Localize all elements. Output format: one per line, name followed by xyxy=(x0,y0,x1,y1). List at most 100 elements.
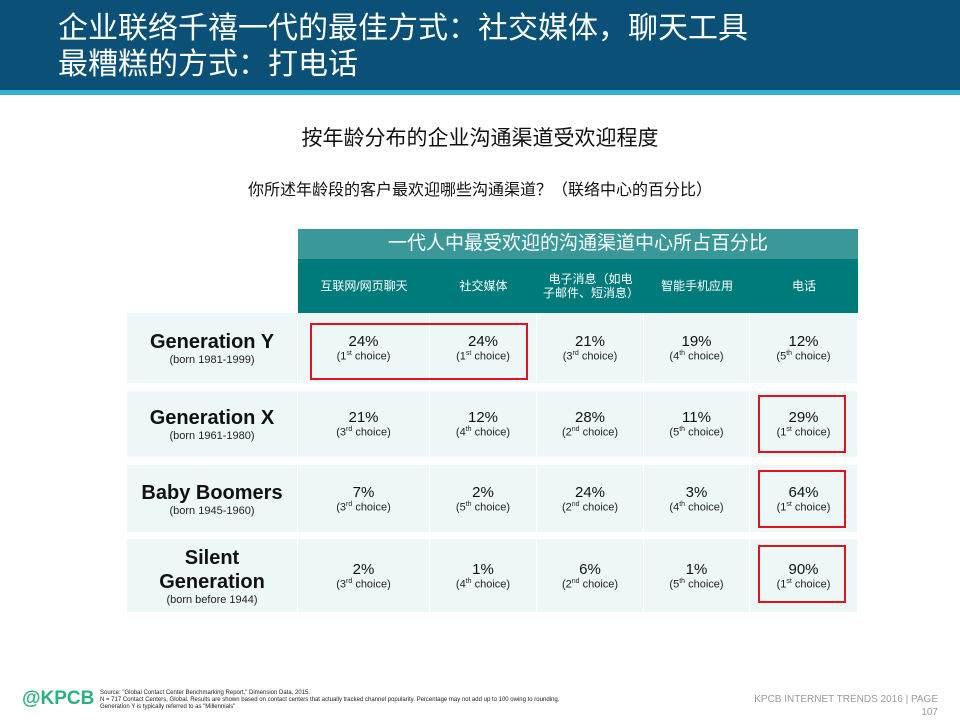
percent-value: 24% xyxy=(574,483,606,501)
percent-value: 29% xyxy=(788,409,819,427)
table-row: Baby Boomers (born 1945-1960) 7% (3rd choic… xyxy=(127,465,858,532)
choice-rank: (2nd choice) xyxy=(561,577,619,591)
table-cell: 64% (1st choice) xyxy=(750,465,858,532)
percent-value: 19% xyxy=(681,333,712,351)
generation-name: Baby Boomers xyxy=(141,481,283,504)
footnotes: Source: "Global Contact Center Benchmark… xyxy=(100,690,660,711)
percent-value: 2% xyxy=(352,560,375,578)
percent-value: 24% xyxy=(348,333,379,351)
table-cell: 1% (5th choice) xyxy=(644,539,750,612)
percent-value: 90% xyxy=(788,560,819,578)
birth-years: (born 1945-1960) xyxy=(169,504,255,517)
column-header: 智能手机应用 xyxy=(660,279,733,293)
table-cell: 19% (4th choice) xyxy=(644,313,750,383)
generation-label: Generation X (born 1961-1980) xyxy=(127,391,298,457)
percent-value: 1% xyxy=(685,560,708,578)
trends-label: KPCB INTERNET TRENDS 2016 | PAGE xyxy=(754,694,938,705)
birth-years: (born 1981-1999) xyxy=(169,354,255,366)
source-note: Source: "Global Contact Center Benchmark… xyxy=(100,690,311,696)
page-number: 107 xyxy=(921,707,938,718)
percent-value: 11% xyxy=(682,409,711,427)
choice-rank: (1st choice) xyxy=(776,500,831,514)
choice-rank: (5th choice) xyxy=(776,350,831,363)
generation-label: Baby Boomers (born 1945-1960) xyxy=(127,465,298,532)
kpcb-logo: @KPCB xyxy=(22,688,95,709)
highlight-box xyxy=(310,323,528,380)
page-title: 企业联络千禧一代的最佳方式：社交媒体，聊天工具 xyxy=(58,12,748,45)
generation-name: Generation Y xyxy=(149,331,275,353)
choice-rank: (4th choice) xyxy=(669,500,724,514)
table-cell: 21% (3rd choice) xyxy=(537,313,644,383)
percent-value: 28% xyxy=(574,409,606,427)
choice-rank: (3rd choice) xyxy=(562,350,618,363)
column-header: 电子消息（如电子邮件、短消息） xyxy=(543,272,640,300)
birth-years: (born before 1944) xyxy=(166,593,258,606)
table-cell: 11% (5th choice) xyxy=(644,391,750,457)
choice-rank: (4th choice) xyxy=(669,350,724,363)
percent-value: 2% xyxy=(472,483,494,501)
percent-value: 3% xyxy=(685,483,708,501)
choice-rank: (3rd choice) xyxy=(336,577,391,591)
highlight-box xyxy=(758,395,846,453)
percent-value: 6% xyxy=(579,560,601,578)
percent-value: 64% xyxy=(788,483,819,501)
generation-label: Generation Y (born 1981-1999) xyxy=(127,313,298,383)
header-bar xyxy=(0,0,960,90)
table-cell: 6% (2nd choice) xyxy=(537,539,644,612)
percent-value: 1% xyxy=(472,560,494,578)
choice-rank: (1st choice) xyxy=(456,350,510,363)
percent-value: 24% xyxy=(467,333,499,351)
table-band-header: 一代人中最受欢迎的沟通渠道中心所占百分比 xyxy=(298,229,858,259)
table-cell: 12% (4th choice) xyxy=(430,391,537,457)
page-footer: KPCB INTERNET TRENDS 2016 | PAGE 107 xyxy=(754,693,938,719)
table-cell: 3% (4th choice) xyxy=(644,465,750,532)
percent-value: 21% xyxy=(348,409,379,427)
choice-rank: (5th choice) xyxy=(669,577,724,591)
header-stripe xyxy=(0,90,960,95)
choice-rank: (2nd choice) xyxy=(561,426,619,439)
chart-subtitle: 按年龄分布的企业沟通渠道受欢迎程度 xyxy=(301,127,659,150)
table-cell: 90% (1st choice) xyxy=(750,539,858,612)
table-cell: 2% (3rd choice) xyxy=(298,539,430,612)
column-header: 互联网/网页聊天 xyxy=(320,279,408,293)
table-cell: 12% (5th choice) xyxy=(750,313,858,383)
table-cell: 24% (2nd choice) xyxy=(537,465,644,532)
generation-label: Silent Generation (born before 1944) xyxy=(127,539,298,612)
percent-value: 21% xyxy=(574,333,606,351)
table-cell: 7% (3rd choice) xyxy=(298,465,430,532)
choice-rank: (4th choice) xyxy=(455,426,511,439)
column-header: 社交媒体 xyxy=(459,279,508,293)
highlight-box xyxy=(758,470,846,528)
highlight-box xyxy=(758,545,846,603)
table-cell: 24% (1st choice) xyxy=(430,313,537,383)
footnote-1: N = 717 Contact Centers, Global. Results… xyxy=(100,697,560,703)
table-cell: 2% (5th choice) xyxy=(430,465,537,532)
column-headers: 互联网/网页聊天 社交媒体 电子消息（如电子邮件、短消息） 智能手机应用 电话 xyxy=(298,259,858,313)
choice-rank: (3rd choice) xyxy=(336,500,391,514)
footnote-2: Generation Y is typically referred to as… xyxy=(100,704,236,710)
choice-rank: (5th choice) xyxy=(455,500,511,514)
choice-rank: (1st choice) xyxy=(776,426,831,439)
generation-name: Generation X xyxy=(149,407,275,429)
table-cell: 21% (3rd choice) xyxy=(298,391,430,457)
table-cell: 28% (2nd choice) xyxy=(537,391,644,457)
table-cell: 1% (4th choice) xyxy=(430,539,537,612)
page-title-line2: 最糟糕的方式：打电话 xyxy=(58,48,358,81)
choice-rank: (4th choice) xyxy=(455,577,511,591)
choice-rank: (1st choice) xyxy=(336,350,391,363)
choice-rank: (3rd choice) xyxy=(336,426,391,439)
table-row: Generation X (born 1961-1980) 21% (3rd choi… xyxy=(127,391,858,457)
percent-value: 7% xyxy=(352,483,375,501)
table-row: Silent Generation (born before 1944) 2% (3r… xyxy=(127,539,858,612)
table-cell: 29% (1st choice) xyxy=(750,391,858,457)
choice-rank: (5th choice) xyxy=(669,426,724,439)
percent-value: 12% xyxy=(467,409,499,427)
survey-question: 你所述年龄段的客户最欢迎哪些沟通渠道？（联络中心的百分比） xyxy=(247,182,712,199)
percent-value: 12% xyxy=(788,333,819,351)
column-header: 电话 xyxy=(791,279,816,293)
generation-name: Silent Generation xyxy=(159,546,265,593)
table-cell: 24% (1st choice) xyxy=(298,313,430,383)
choice-rank: (1st choice) xyxy=(776,577,831,591)
choice-rank: (2nd choice) xyxy=(561,500,619,514)
birth-years: (born 1961-1980) xyxy=(169,430,255,442)
